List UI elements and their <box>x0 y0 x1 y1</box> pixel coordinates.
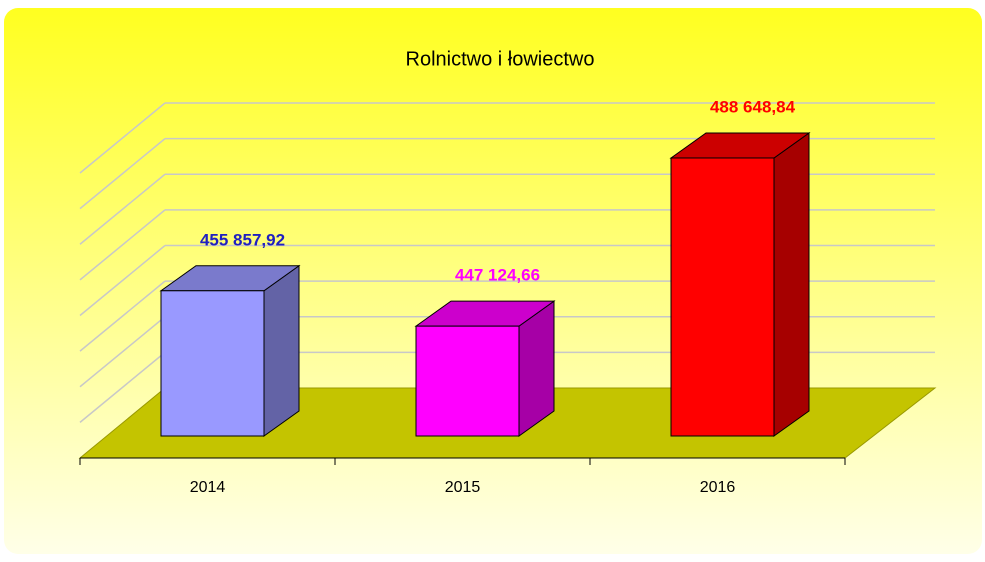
side-grid-line <box>79 102 166 174</box>
side-grid-line <box>79 351 166 423</box>
bar-side <box>263 264 300 437</box>
side-grid-line <box>79 244 166 317</box>
side-grid-line <box>79 138 166 210</box>
data-label: 447 124,66 <box>455 266 540 285</box>
side-grid-line <box>79 209 166 281</box>
bar <box>670 157 775 437</box>
x-tick-label: 2015 <box>445 479 481 496</box>
data-label: 488 648,84 <box>710 97 796 116</box>
x-tick-label: 2016 <box>700 479 736 496</box>
x-tick-label: 2014 <box>190 479 226 496</box>
data-label: 455 857,92 <box>200 230 285 249</box>
side-grid-line <box>79 173 166 245</box>
chart-title: Rolnictwo i łowiectwo <box>406 48 595 70</box>
bar <box>160 290 265 437</box>
bar-side <box>773 132 810 437</box>
side-grid-line <box>79 280 166 352</box>
side-grid-line <box>79 316 166 388</box>
bar <box>415 325 520 437</box>
